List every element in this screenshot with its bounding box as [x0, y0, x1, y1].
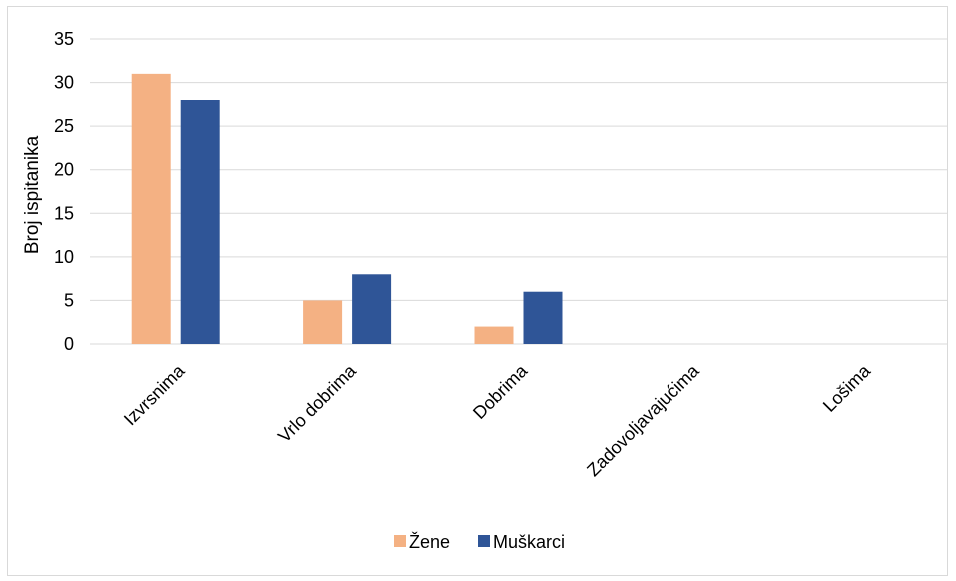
bars — [131, 73, 563, 344]
bar-zene — [131, 73, 171, 344]
y-tick-label: 30 — [54, 73, 74, 93]
x-category-label: Vrlo dobrima — [274, 360, 361, 447]
x-axis-category-labels: Izvrsnima Vrlo dobrima Dobrima Zadovoljavaj… — [120, 360, 875, 480]
y-tick-label: 20 — [54, 160, 74, 180]
y-tick-label: 5 — [64, 290, 74, 310]
x-category-label: Dobrima — [469, 360, 532, 423]
y-tick-label: 25 — [54, 116, 74, 136]
bar-zene — [303, 300, 343, 344]
gridlines — [90, 38, 947, 345]
legend: Žene Muškarci — [394, 532, 565, 552]
y-tick-label: 15 — [54, 203, 74, 223]
bar-zene — [474, 326, 514, 344]
x-category-label: Izvrsnima — [120, 360, 189, 429]
y-axis-tick-labels: 0 5 10 15 20 25 30 35 — [54, 29, 74, 354]
x-category-label: Zadovoljavajućima — [583, 360, 703, 480]
legend-label: Muškarci — [493, 532, 565, 552]
bar-muskarci — [523, 291, 563, 344]
y-tick-label: 10 — [54, 247, 74, 267]
bar-muskarci — [180, 100, 220, 344]
legend-swatch — [478, 535, 490, 547]
y-tick-label: 35 — [54, 29, 74, 49]
x-category-label: Lošima — [819, 360, 875, 416]
y-axis-title: Broj ispitanika — [22, 135, 43, 254]
legend-swatch — [394, 535, 406, 547]
bar-muskarci — [352, 274, 392, 344]
legend-label: Žene — [409, 532, 450, 552]
y-tick-label: 0 — [64, 334, 74, 354]
